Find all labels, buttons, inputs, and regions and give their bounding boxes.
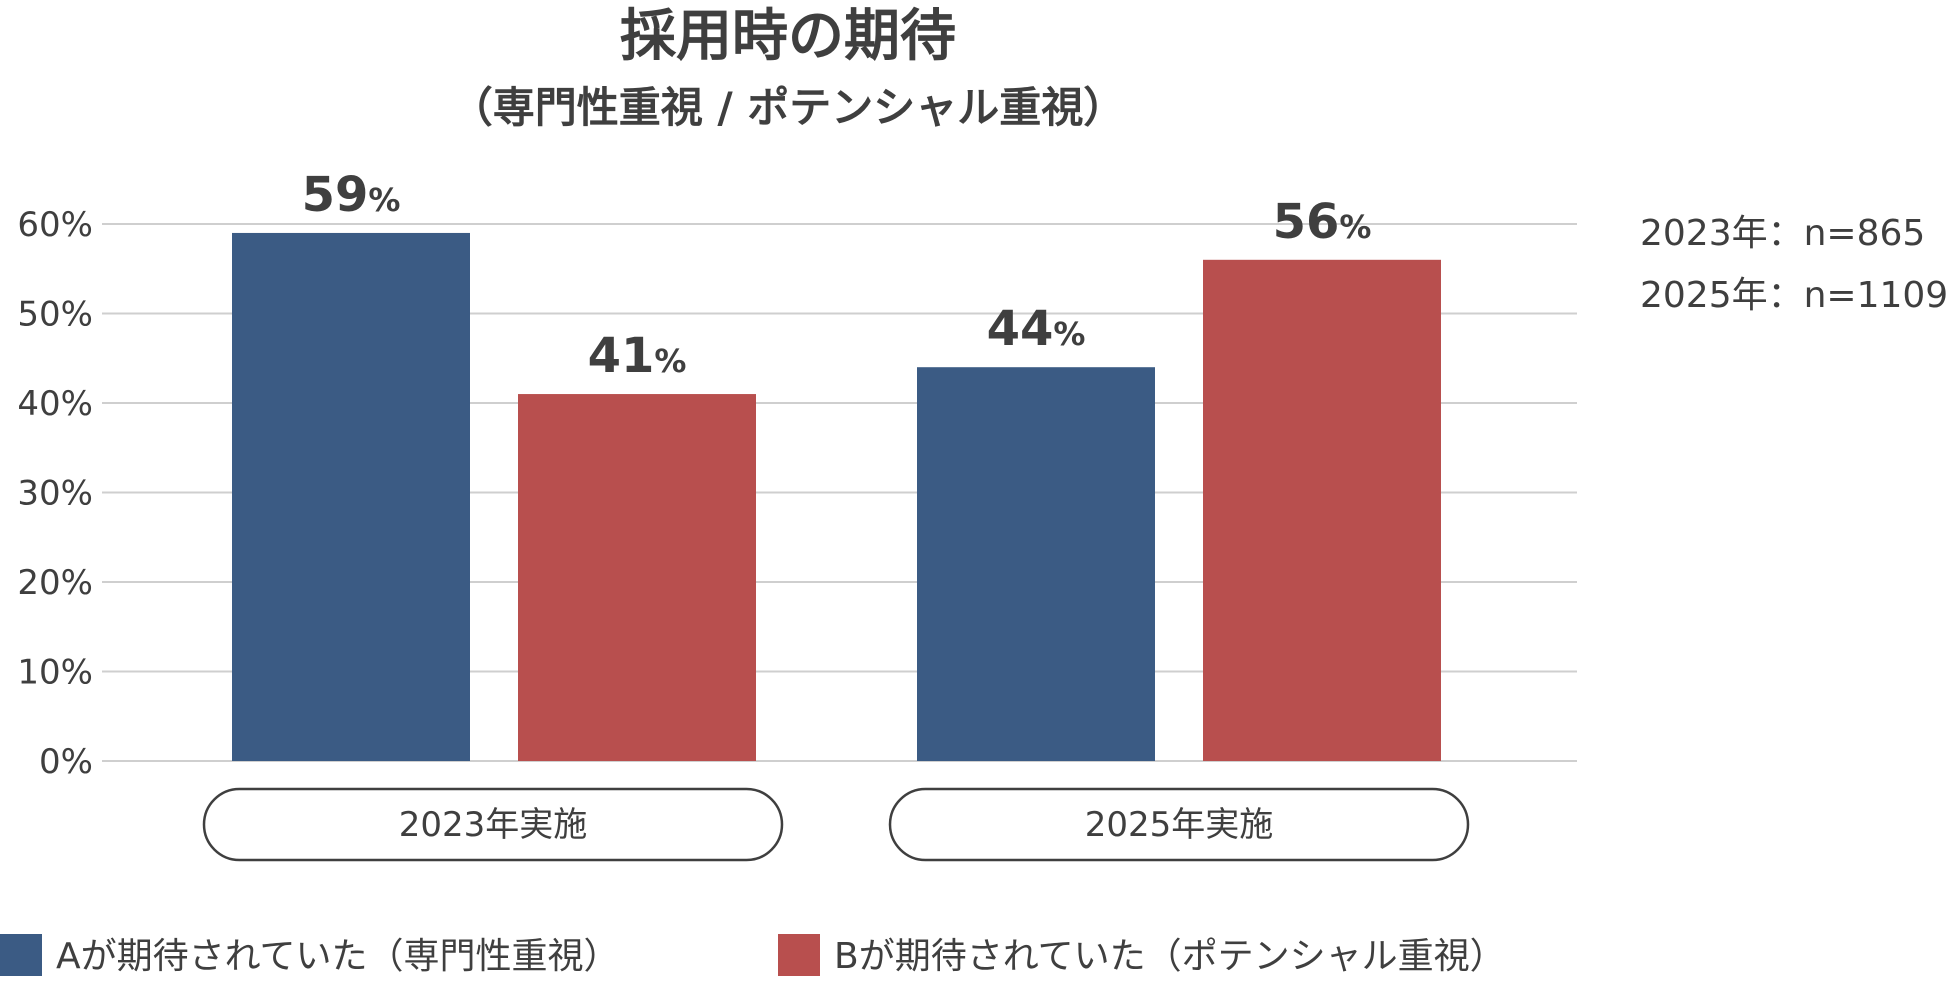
bar-a-0: [232, 233, 470, 761]
y-tick-label: 40%: [17, 384, 93, 424]
note-2023: 2023年：n=865: [1640, 213, 1925, 254]
chart-subtitle: （専門性重視 / ポテンシャル重視）: [451, 83, 1126, 132]
bar-b-0: [518, 394, 756, 761]
data-label: 41%: [588, 328, 687, 384]
data-label: 44%: [987, 301, 1086, 357]
category-labels: 2023年実施 2025年実施: [204, 789, 1468, 860]
bar-b-1: [1203, 260, 1441, 761]
data-label: 59%: [302, 167, 401, 223]
legend: Aが期待されていた（専門性重視） Bが期待されていた（ポテンシャル重視）: [0, 934, 1506, 977]
chart-title: 採用時の期待: [620, 4, 956, 69]
y-tick-label: 50%: [17, 295, 93, 335]
legend-label-b: Bが期待されていた（ポテンシャル重視）: [834, 936, 1506, 977]
y-tick-label: 60%: [17, 205, 93, 245]
y-tick-label: 30%: [17, 474, 93, 514]
y-tick-label: 0%: [39, 742, 93, 782]
bar-a-1: [917, 367, 1155, 761]
x-category-label: 2025年実施: [1085, 805, 1274, 845]
legend-label-a: Aが期待されていた（専門性重視）: [56, 936, 620, 977]
x-category-label: 2023年実施: [399, 805, 588, 845]
y-axis-ticks: 0% 10% 20% 30% 40% 50% 60%: [17, 205, 93, 782]
data-label: 56%: [1273, 194, 1372, 250]
bars: [232, 233, 1441, 761]
y-tick-label: 20%: [17, 563, 93, 603]
note-2025: 2025年：n=1109: [1640, 275, 1948, 316]
y-tick-label: 10%: [17, 653, 93, 693]
legend-swatch-b: [778, 934, 820, 976]
sample-size-notes: 2023年：n=865 2025年：n=1109: [1640, 213, 1948, 316]
legend-swatch-a: [0, 934, 42, 976]
